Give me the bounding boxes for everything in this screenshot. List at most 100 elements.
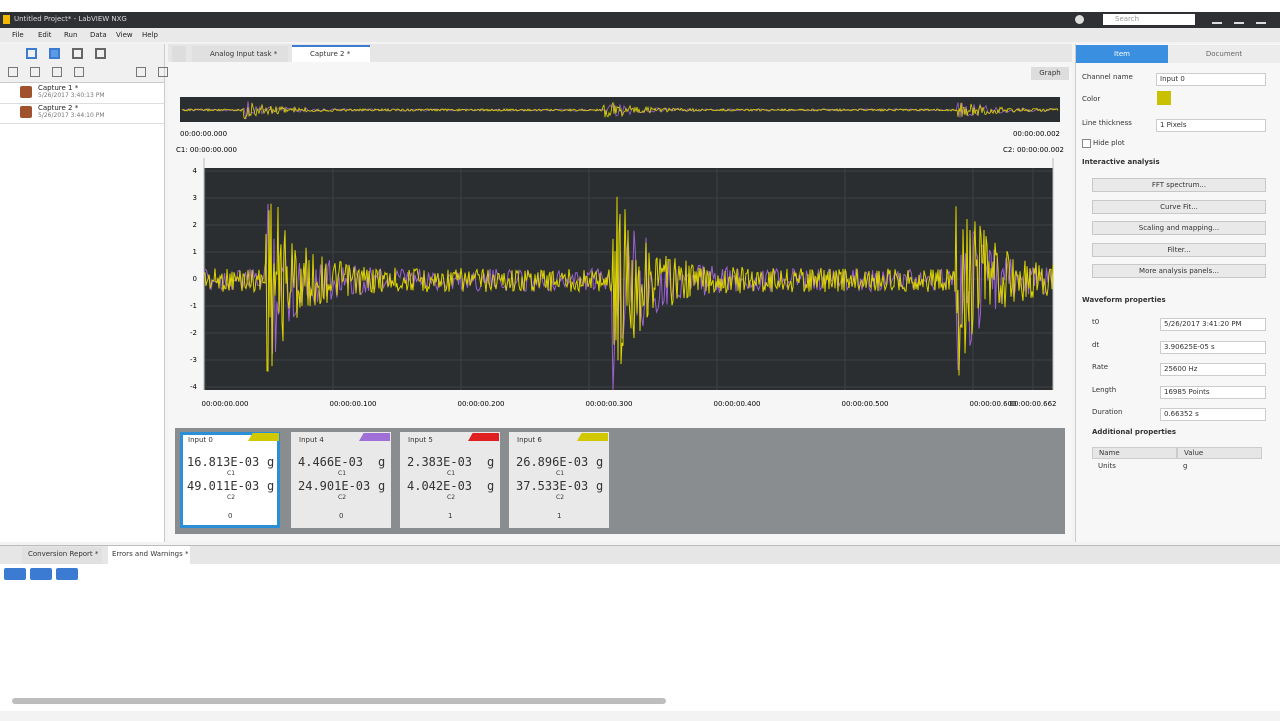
menu-item[interactable]: Edit [38, 31, 52, 39]
capture-divider [0, 123, 164, 124]
tab-strip [168, 44, 1072, 62]
app-icon [3, 15, 10, 24]
card-name: Input 4 [299, 436, 324, 444]
menu-item[interactable]: Run [64, 31, 78, 39]
toolbar-icon[interactable] [136, 67, 146, 77]
maximize-button[interactable] [1234, 15, 1244, 24]
tab[interactable] [192, 46, 288, 62]
menu-item[interactable]: Help [142, 31, 158, 39]
property-label: t0 [1092, 318, 1100, 326]
card-unit: g [378, 455, 386, 469]
x-tick-label: 00:00:00.200 [457, 400, 504, 408]
property-value[interactable]: 1 Pixels [1156, 119, 1266, 132]
menu-item[interactable]: Data [90, 31, 107, 39]
toolbar-icon[interactable] [158, 67, 168, 77]
x-tick-label: 00:00:00.662 [1009, 400, 1056, 408]
property-value[interactable]: 3.90625E-05 s [1160, 340, 1266, 354]
property-label: dt [1092, 340, 1100, 349]
scrollbar[interactable] [12, 698, 666, 704]
card-value: 4.042E-03 [407, 479, 473, 493]
search-box[interactable]: Search [1103, 14, 1195, 25]
left-panel [0, 44, 165, 542]
bottom-icon[interactable] [4, 568, 26, 580]
y-tick-label: 1 [193, 248, 197, 256]
card-count: 1 [448, 512, 453, 520]
overview-yellow [181, 101, 1059, 120]
table-header: Value [1177, 447, 1262, 459]
channel-card[interactable] [509, 432, 609, 528]
menu-item[interactable]: View [116, 31, 133, 39]
overview-end: 00:00:00.002 [1013, 130, 1060, 138]
card-cursor-label: C2 [338, 494, 347, 501]
toolbar-icon[interactable] [72, 48, 83, 59]
card-value: 4.466E-03 [298, 455, 364, 469]
property-value[interactable]: 5/26/2017 3:41:20 PM [1160, 318, 1266, 331]
minimize-button[interactable] [1212, 15, 1222, 24]
bottom-icon[interactable] [56, 568, 78, 580]
tab-label[interactable]: Analog Input task * [210, 50, 278, 58]
toolbar-icon[interactable] [26, 48, 37, 59]
channel-card[interactable] [400, 432, 500, 528]
toolbar-icon[interactable] [8, 67, 18, 77]
waveform-yellow [204, 196, 1054, 376]
tab-label[interactable]: Capture 2 * [310, 50, 351, 58]
analysis-button[interactable]: Scaling and mapping... [1092, 221, 1266, 235]
color-swatch[interactable] [1157, 91, 1171, 105]
property-value[interactable]: 16985 Points [1160, 385, 1266, 399]
menu-item[interactable]: File [12, 31, 24, 39]
toolbar-icon[interactable] [30, 67, 40, 77]
toolbar-icon[interactable] [74, 67, 84, 77]
y-tick-label: -4 [190, 383, 198, 391]
channel-card[interactable] [180, 432, 280, 528]
card-tag [248, 433, 279, 441]
tab-active[interactable] [292, 45, 370, 62]
property-label: Line thickness [1082, 119, 1132, 127]
capture-date: 5/26/2017 3:40:13 PM [38, 92, 105, 99]
toolbar-icon[interactable] [95, 48, 106, 59]
card-cursor-label: C1 [447, 470, 456, 477]
card-value: 26.896E-03 [516, 455, 589, 469]
y-tick-label: 0 [193, 275, 197, 283]
card-count: 0 [339, 512, 344, 520]
y-tick-label: 3 [193, 194, 197, 202]
property-value[interactable]: 25600 Hz [1160, 363, 1266, 376]
toolbar-icon[interactable] [49, 48, 60, 59]
card-cursor-label: C2 [227, 494, 236, 501]
close-button[interactable] [1256, 15, 1266, 24]
panel-tab-active[interactable]: Item [1076, 45, 1168, 63]
panel-tab[interactable]: Document [1168, 45, 1280, 63]
property-value[interactable]: 0.66352 s [1160, 408, 1266, 421]
bottom-tab-label[interactable]: Conversion Report * [28, 550, 99, 558]
graph-menu[interactable]: Graph [1031, 67, 1069, 80]
card-cursor-label: C2 [447, 494, 456, 501]
card-name: Input 6 [517, 436, 542, 444]
analysis-button[interactable]: Curve Fit... [1092, 199, 1266, 214]
cursor-1-label: C1: 00:00:00.000 [176, 146, 237, 154]
property-label: Channel name [1082, 73, 1133, 81]
x-tick-label: 00:00:00.400 [713, 400, 760, 408]
card-unit: g [487, 455, 495, 469]
analysis-button[interactable]: Filter... [1092, 242, 1266, 257]
toolbar-icon[interactable] [52, 67, 62, 77]
analysis-button[interactable]: FFT spectrum... [1092, 178, 1266, 192]
bottom-icon[interactable] [30, 568, 52, 580]
capture-name[interactable]: Capture 1 * [38, 84, 79, 92]
checkbox[interactable] [1082, 139, 1091, 148]
table-cell: Units [1098, 462, 1116, 470]
bottom-tab-strip [0, 546, 1280, 564]
channel-card[interactable] [291, 432, 391, 528]
card-cursor-label: C2 [556, 494, 565, 501]
help-icon[interactable] [1075, 15, 1084, 24]
card-value: 24.901E-03 [298, 479, 371, 493]
bottom-tab-active[interactable] [108, 546, 190, 564]
property-value[interactable]: Input 0 [1156, 73, 1266, 86]
bottom-tab-label[interactable]: Errors and Warnings * [112, 550, 189, 558]
home-tab[interactable] [172, 46, 186, 62]
card-tag [359, 433, 390, 441]
analysis-button[interactable]: More analysis panels... [1092, 264, 1266, 278]
card-value: 16.813E-03 [187, 455, 260, 469]
bottom-tab[interactable] [22, 547, 102, 564]
card-name: Input 0 [188, 436, 213, 444]
capture-name[interactable]: Capture 2 * [38, 104, 79, 112]
card-unit: g [596, 479, 604, 493]
